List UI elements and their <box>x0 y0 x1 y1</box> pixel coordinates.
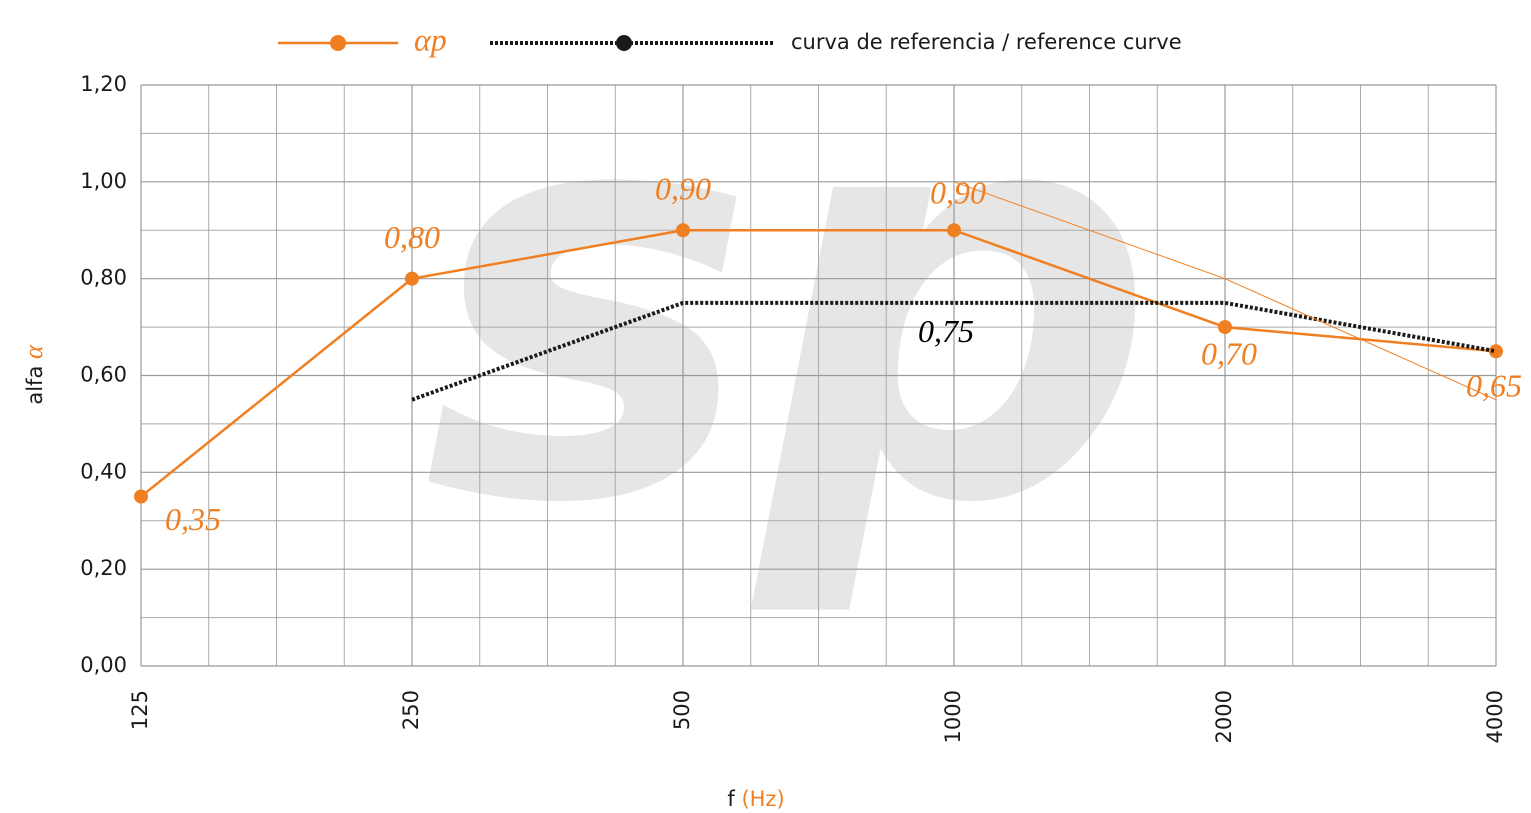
data-label: 0,80 <box>384 219 440 255</box>
x-label-text: f <box>727 787 735 811</box>
legend-label: curva de referencia / reference curve <box>791 30 1182 54</box>
y-label-symbol: α <box>19 344 48 359</box>
data-point <box>947 223 961 238</box>
data-point <box>676 223 690 238</box>
y-tick-label: 0,80 <box>80 266 127 290</box>
y-tick-label: 0,60 <box>80 363 127 387</box>
data-label: 0,90 <box>930 175 986 211</box>
x-tick-label: 250 <box>399 690 423 730</box>
grid <box>140 84 1497 667</box>
y-label-text: alfa <box>23 366 47 405</box>
data-point <box>405 271 419 286</box>
x-axis-label: f (Hz) <box>727 787 784 811</box>
legend-label: αp <box>414 21 447 57</box>
watermark: sp <box>423 0 1157 626</box>
y-tick-label: 0,00 <box>80 653 127 677</box>
x-tick-label: 500 <box>670 690 694 730</box>
y-tick-label: 1,20 <box>80 72 127 96</box>
data-label: 0,90 <box>655 171 711 207</box>
legend-marker <box>330 35 346 51</box>
data-label: 0,35 <box>165 501 221 537</box>
x-tick-label: 1000 <box>941 690 965 743</box>
legend-marker <box>616 35 632 51</box>
y-tick-label: 0,20 <box>80 556 127 580</box>
x-label-unit: (Hz) <box>741 787 784 811</box>
y-axis-label: alfa α <box>19 344 48 405</box>
data-label: 0,70 <box>1201 335 1257 371</box>
series-line <box>953 181 1497 401</box>
y-tick-label: 1,00 <box>80 169 127 193</box>
y-tick-label: 0,40 <box>80 459 127 483</box>
data-point <box>134 489 148 504</box>
x-tick-label: 2000 <box>1212 690 1236 743</box>
data-point <box>1218 320 1232 335</box>
data-label: 0,75 <box>918 313 974 349</box>
x-tick-label: 125 <box>128 690 152 730</box>
data-label: 0,65 <box>1466 368 1522 404</box>
x-tick-label: 4000 <box>1483 690 1507 743</box>
series-line <box>140 229 1497 498</box>
